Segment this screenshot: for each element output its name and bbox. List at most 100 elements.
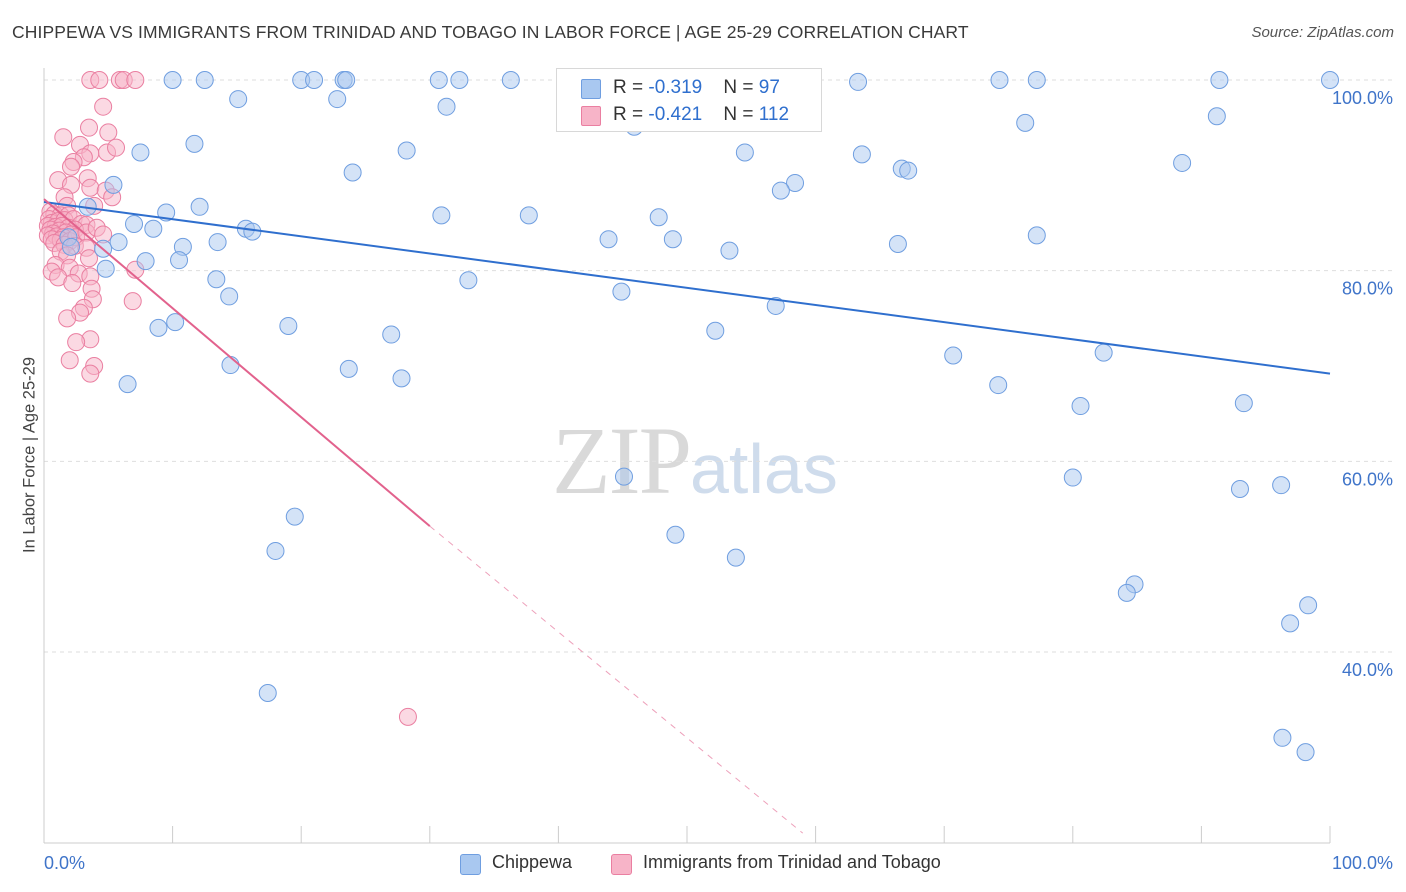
data-point-trinidad <box>58 309 77 328</box>
data-point-chippewa <box>208 233 227 252</box>
legend-n-value: 97 <box>758 77 780 98</box>
data-point-chippewa <box>1027 226 1046 245</box>
data-point-trinidad <box>81 178 100 197</box>
series-legend: Chippewa Immigrants from Trinidad and To… <box>0 852 1406 878</box>
data-point-chippewa <box>786 173 805 192</box>
data-point-trinidad <box>62 157 81 176</box>
data-point-trinidad <box>60 351 79 370</box>
data-point-chippewa <box>195 71 214 89</box>
legend-n-label: N = <box>723 104 759 125</box>
data-point-chippewa <box>266 541 285 560</box>
legend-swatch-blue <box>460 854 481 875</box>
data-point-chippewa <box>459 271 478 290</box>
y-axis-label: In Labor Force | Age 25-29 <box>20 357 39 553</box>
y-tick-label: 60.0% <box>1342 469 1393 489</box>
data-point-chippewa <box>305 71 324 89</box>
legend-r-value: -0.421 <box>648 104 703 125</box>
data-point-trinidad <box>54 128 73 147</box>
data-point-trinidad <box>123 292 142 311</box>
data-point-chippewa <box>450 71 469 89</box>
data-point-chippewa <box>109 233 128 252</box>
correlation-legend: R = -0.319 N = 97 R = -0.421 N = 112 <box>556 68 822 132</box>
legend-swatch-pink <box>581 106 601 126</box>
data-point-chippewa <box>285 507 304 526</box>
data-point-chippewa <box>437 97 456 116</box>
data-point-chippewa <box>432 206 451 225</box>
data-point-chippewa <box>96 259 115 278</box>
data-point-chippewa <box>429 71 448 89</box>
data-point-chippewa <box>666 525 685 544</box>
data-point-chippewa <box>649 208 668 227</box>
data-point-trinidad <box>398 707 417 726</box>
data-point-trinidad <box>99 123 118 142</box>
data-point-trinidad <box>107 138 126 157</box>
data-point-chippewa <box>1281 614 1300 633</box>
data-point-chippewa <box>125 214 144 233</box>
legend-r-label: R = <box>613 77 649 98</box>
data-point-chippewa <box>1063 468 1082 487</box>
data-point-chippewa <box>612 282 631 301</box>
data-point-chippewa <box>1230 479 1249 498</box>
legend-n-value: 112 <box>758 104 790 125</box>
series-chippewa-points <box>59 71 1339 762</box>
data-point-chippewa <box>888 234 907 253</box>
axes <box>43 68 1331 844</box>
trend-line-trinidad <box>43 198 431 527</box>
legend-swatch-blue <box>581 79 601 99</box>
data-point-chippewa <box>339 359 358 378</box>
data-point-chippewa <box>258 683 277 702</box>
data-point-trinidad <box>126 71 145 89</box>
data-point-chippewa <box>1027 71 1046 89</box>
data-point-chippewa <box>1299 596 1318 615</box>
data-point-chippewa <box>599 230 618 249</box>
data-point-chippewa <box>337 71 356 89</box>
data-point-chippewa <box>1210 71 1229 89</box>
data-point-chippewa <box>229 90 248 109</box>
data-point-chippewa <box>1016 113 1035 132</box>
trend-line-chippewa <box>43 201 1331 375</box>
y-tick-label: 80.0% <box>1342 279 1393 299</box>
legend-n-label: N = <box>723 77 759 98</box>
legend-label-trinidad: Immigrants from Trinidad and Tobago <box>643 852 941 872</box>
tick-labels: 40.0% 60.0% 80.0% 100.0% 0.0% 100.0% <box>44 88 1393 873</box>
data-point-chippewa <box>849 72 868 91</box>
legend-label-chippewa: Chippewa <box>492 852 573 872</box>
data-point-chippewa <box>519 206 538 225</box>
source-label: Source: ZipAtlas.com <box>1251 24 1394 41</box>
data-point-chippewa <box>1173 153 1192 172</box>
data-point-trinidad <box>94 97 113 116</box>
data-point-trinidad <box>67 333 86 352</box>
data-point-chippewa <box>1094 343 1113 362</box>
data-point-trinidad <box>80 118 99 137</box>
data-point-chippewa <box>170 251 189 270</box>
data-point-chippewa <box>726 548 745 567</box>
data-point-chippewa <box>382 325 401 344</box>
data-point-chippewa <box>706 321 725 340</box>
legend-swatch-pink <box>611 854 632 875</box>
trend-line-trinidad-extension <box>429 525 804 834</box>
data-point-chippewa <box>501 71 520 89</box>
data-point-chippewa <box>190 197 209 216</box>
data-point-chippewa <box>343 163 362 182</box>
data-point-chippewa <box>207 270 226 289</box>
data-point-chippewa <box>1207 107 1226 126</box>
watermark-zip: ZIP <box>552 407 692 514</box>
watermark: ZIPatlas <box>552 405 838 516</box>
data-point-chippewa <box>144 219 163 238</box>
data-point-chippewa <box>279 316 298 335</box>
data-point-chippewa <box>989 376 1008 395</box>
data-point-chippewa <box>118 375 137 394</box>
data-point-chippewa <box>735 143 754 162</box>
x-tick-label: 100.0% <box>1332 853 1393 873</box>
data-point-chippewa <box>185 134 204 153</box>
data-point-chippewa <box>990 71 1009 89</box>
data-point-chippewa <box>1273 728 1292 747</box>
data-point-trinidad <box>80 249 99 268</box>
data-point-chippewa <box>220 287 239 306</box>
data-point-chippewa <box>1296 743 1315 762</box>
data-point-chippewa <box>104 175 123 194</box>
data-point-chippewa <box>166 313 185 332</box>
data-point-chippewa <box>136 252 155 271</box>
data-point-chippewa <box>397 141 416 160</box>
